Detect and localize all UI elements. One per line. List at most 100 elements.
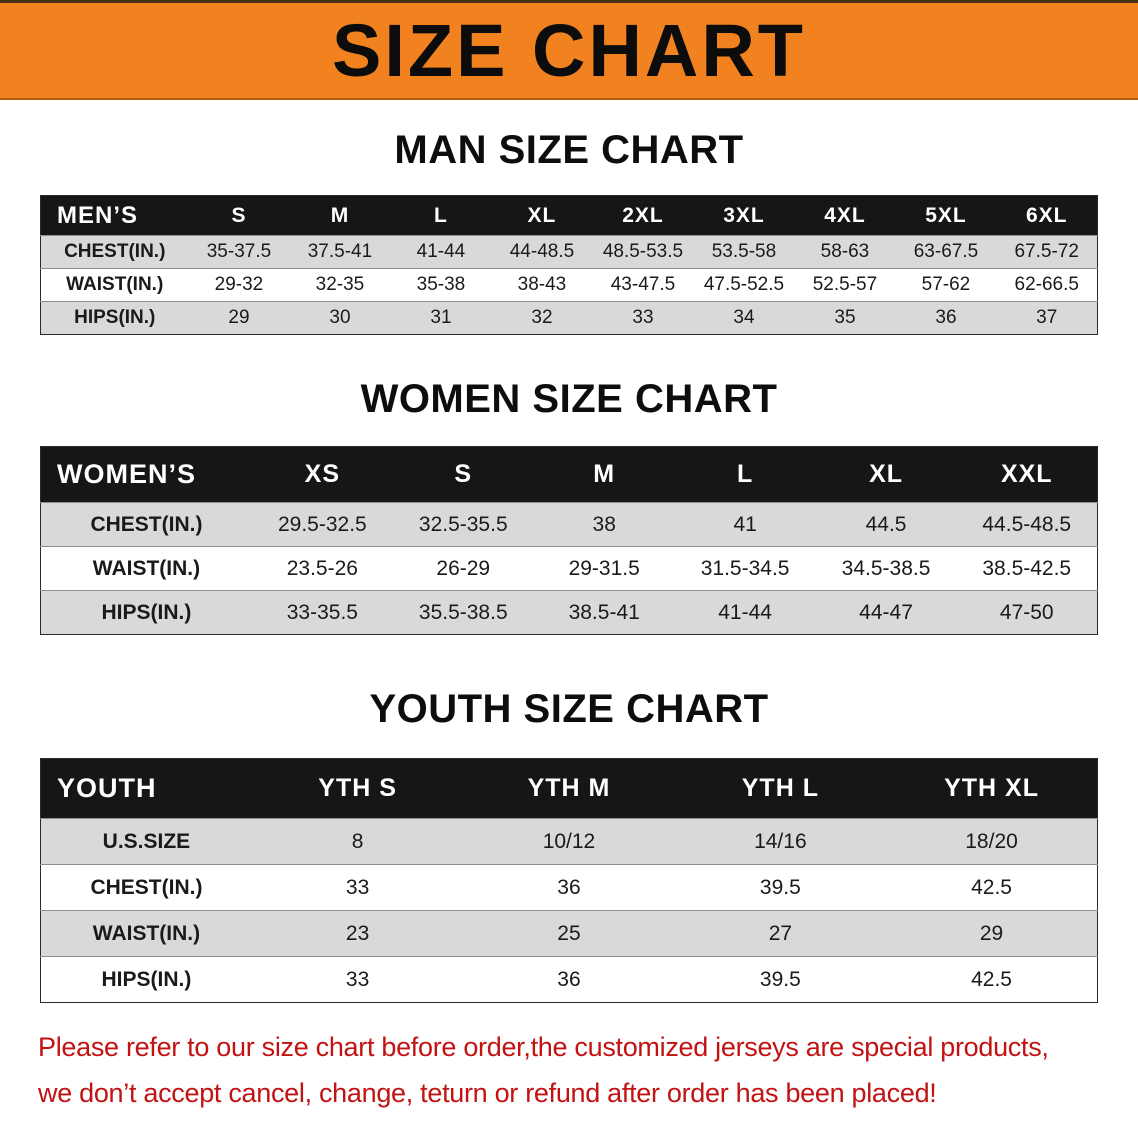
size-value-cell: 62-66.5 (996, 268, 1098, 302)
banner-title: SIZE CHART (332, 8, 806, 92)
size-value-cell: 53.5-58 (693, 235, 795, 269)
order-notice: Please refer to our size chart before or… (38, 1029, 1100, 1113)
size-value-cell: 33-35.5 (251, 590, 393, 635)
row-label: WAIST(IN.) (40, 546, 252, 591)
size-chart-banner: SIZE CHART (0, 0, 1138, 100)
size-column-header: 3XL (693, 195, 795, 236)
row-label: U.S.SIZE (40, 818, 252, 865)
row-label: HIPS(IN.) (40, 590, 252, 635)
size-column-header: 4XL (794, 195, 896, 236)
size-value-cell: 38-43 (491, 268, 593, 302)
size-value-cell: 38 (533, 502, 675, 547)
size-value-cell: 23 (251, 910, 464, 957)
size-value-cell: 52.5-57 (794, 268, 896, 302)
size-value-cell: 57-62 (895, 268, 997, 302)
row-label: WAIST(IN.) (40, 910, 252, 957)
size-column-header: XL (815, 446, 957, 503)
size-value-cell: 29.5-32.5 (251, 502, 393, 547)
size-value-cell: 36 (463, 956, 675, 1003)
size-value-cell: 31 (390, 301, 492, 335)
size-value-cell: 34.5-38.5 (815, 546, 957, 591)
men-section-heading: MAN SIZE CHART (394, 128, 744, 172)
size-column-header: YTH S (251, 758, 464, 819)
measurement-row: HIPS(IN.) 29 30 31 32 33 34 35 36 37 (40, 301, 1098, 335)
size-value-cell: 35-38 (390, 268, 492, 302)
size-value-cell: 48.5-53.5 (592, 235, 694, 269)
size-column-header: XS (251, 446, 393, 503)
size-value-cell: 43-47.5 (592, 268, 694, 302)
measurement-row: WAIST(IN.) 23.5-26 26-29 29-31.5 31.5-34.5 34… (40, 546, 1098, 591)
size-value-cell: 26-29 (392, 546, 534, 591)
size-column-header: XL (491, 195, 593, 236)
youth-size-table: YOUTH YTH S YTH M YTH L YTH XL U.S.SIZE 8 10/12… (40, 758, 1098, 1003)
size-value-cell: 8 (251, 818, 464, 865)
size-value-cell: 36 (463, 864, 675, 911)
size-column-header: YTH XL (886, 758, 1098, 819)
row-label: CHEST(IN.) (40, 864, 252, 911)
size-value-cell: 38.5-42.5 (956, 546, 1098, 591)
size-value-cell: 35.5-38.5 (392, 590, 534, 635)
size-value-cell: 32.5-35.5 (392, 502, 534, 547)
size-value-cell: 37 (996, 301, 1098, 335)
men-size-table: MEN’S S M L XL 2XL 3XL 4XL 5XL 6XL CHEST(IN.) 35-37… (40, 195, 1098, 335)
size-value-cell: 41-44 (390, 235, 492, 269)
size-value-cell: 30 (289, 301, 391, 335)
women-size-table: WOMEN’S XS S M L XL XXL CHEST(IN.) 29.5-32.5 32.5… (40, 446, 1098, 635)
measurement-row: HIPS(IN.) 33-35.5 35.5-38.5 38.5-41 41-44 44-… (40, 590, 1098, 635)
size-column-header: M (289, 195, 391, 236)
size-column-header: YTH M (463, 758, 675, 819)
size-value-cell: 32 (491, 301, 593, 335)
size-value-cell: 41 (674, 502, 816, 547)
size-value-cell: 27 (674, 910, 887, 957)
size-value-cell: 42.5 (886, 956, 1098, 1003)
size-value-cell: 29 (886, 910, 1098, 957)
size-value-cell: 29-32 (188, 268, 290, 302)
size-column-header: S (188, 195, 290, 236)
size-column-header: 6XL (996, 195, 1098, 236)
size-value-cell: 33 (251, 864, 464, 911)
size-column-header: L (674, 446, 816, 503)
size-value-cell: 14/16 (674, 818, 887, 865)
measurement-row: HIPS(IN.) 33 36 39.5 42.5 (40, 956, 1098, 1003)
size-column-header: M (533, 446, 675, 503)
measurement-row: CHEST(IN.) 33 36 39.5 42.5 (40, 864, 1098, 911)
table-header-row: MEN’S S M L XL 2XL 3XL 4XL 5XL 6XL (40, 195, 1098, 236)
size-value-cell: 41-44 (674, 590, 816, 635)
table-header-row: WOMEN’S XS S M L XL XXL (40, 446, 1098, 503)
size-column-header: S (392, 446, 534, 503)
measurement-row: CHEST(IN.) 29.5-32.5 32.5-35.5 38 41 44.5 44.5… (40, 502, 1098, 547)
youth-size-section: YOUTH SIZE CHART YOUTH YTH S YTH M YTH L YTH… (0, 687, 1138, 1003)
size-value-cell: 58-63 (794, 235, 896, 269)
size-column-header: L (390, 195, 492, 236)
size-value-cell: 25 (463, 910, 675, 957)
size-value-cell: 44.5 (815, 502, 957, 547)
size-value-cell: 44.5-48.5 (956, 502, 1098, 547)
size-value-cell: 38.5-41 (533, 590, 675, 635)
size-value-cell: 10/12 (463, 818, 675, 865)
size-value-cell: 18/20 (886, 818, 1098, 865)
size-value-cell: 29 (188, 301, 290, 335)
size-value-cell: 47.5-52.5 (693, 268, 795, 302)
size-value-cell: 23.5-26 (251, 546, 393, 591)
size-value-cell: 44-47 (815, 590, 957, 635)
row-label: HIPS(IN.) (40, 956, 252, 1003)
size-value-cell: 47-50 (956, 590, 1098, 635)
measurement-row: WAIST(IN.) 29-32 32-35 35-38 38-43 43-47.5 47.… (40, 268, 1098, 302)
row-label: WAIST(IN.) (40, 268, 189, 302)
order-notice-line-2: we don’t accept cancel, change, teturn o… (38, 1077, 937, 1108)
size-value-cell: 37.5-41 (289, 235, 391, 269)
size-value-cell: 39.5 (674, 864, 887, 911)
size-column-header: 2XL (592, 195, 694, 236)
table-title-cell: WOMEN’S (40, 446, 252, 503)
size-value-cell: 35 (794, 301, 896, 335)
size-chart-content: MAN SIZE CHART MEN’S S M L XL 2XL 3XL 4XL 5XL 6XL… (0, 128, 1138, 1113)
men-size-section: MAN SIZE CHART MEN’S S M L XL 2XL 3XL 4XL 5XL 6XL… (0, 128, 1138, 335)
size-value-cell: 63-67.5 (895, 235, 997, 269)
size-value-cell: 32-35 (289, 268, 391, 302)
size-value-cell: 29-31.5 (533, 546, 675, 591)
table-title-cell: MEN’S (40, 195, 189, 236)
table-title-cell: YOUTH (40, 758, 252, 819)
youth-section-heading: YOUTH SIZE CHART (369, 687, 769, 731)
size-value-cell: 67.5-72 (996, 235, 1098, 269)
women-section-heading: WOMEN SIZE CHART (360, 377, 778, 421)
